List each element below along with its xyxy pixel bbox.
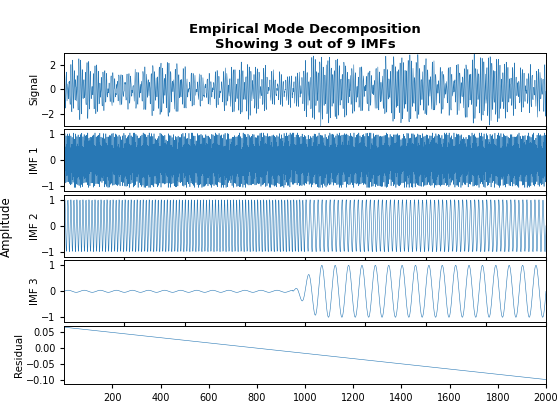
Text: Amplitude: Amplitude [0, 197, 13, 257]
Y-axis label: Signal: Signal [30, 73, 40, 105]
Y-axis label: IMF 1: IMF 1 [30, 147, 40, 174]
Y-axis label: IMF 2: IMF 2 [30, 212, 40, 239]
Y-axis label: Residual: Residual [15, 333, 24, 377]
Y-axis label: IMF 3: IMF 3 [30, 278, 40, 305]
Title: Empirical Mode Decomposition
Showing 3 out of 9 IMFs: Empirical Mode Decomposition Showing 3 o… [189, 24, 421, 51]
